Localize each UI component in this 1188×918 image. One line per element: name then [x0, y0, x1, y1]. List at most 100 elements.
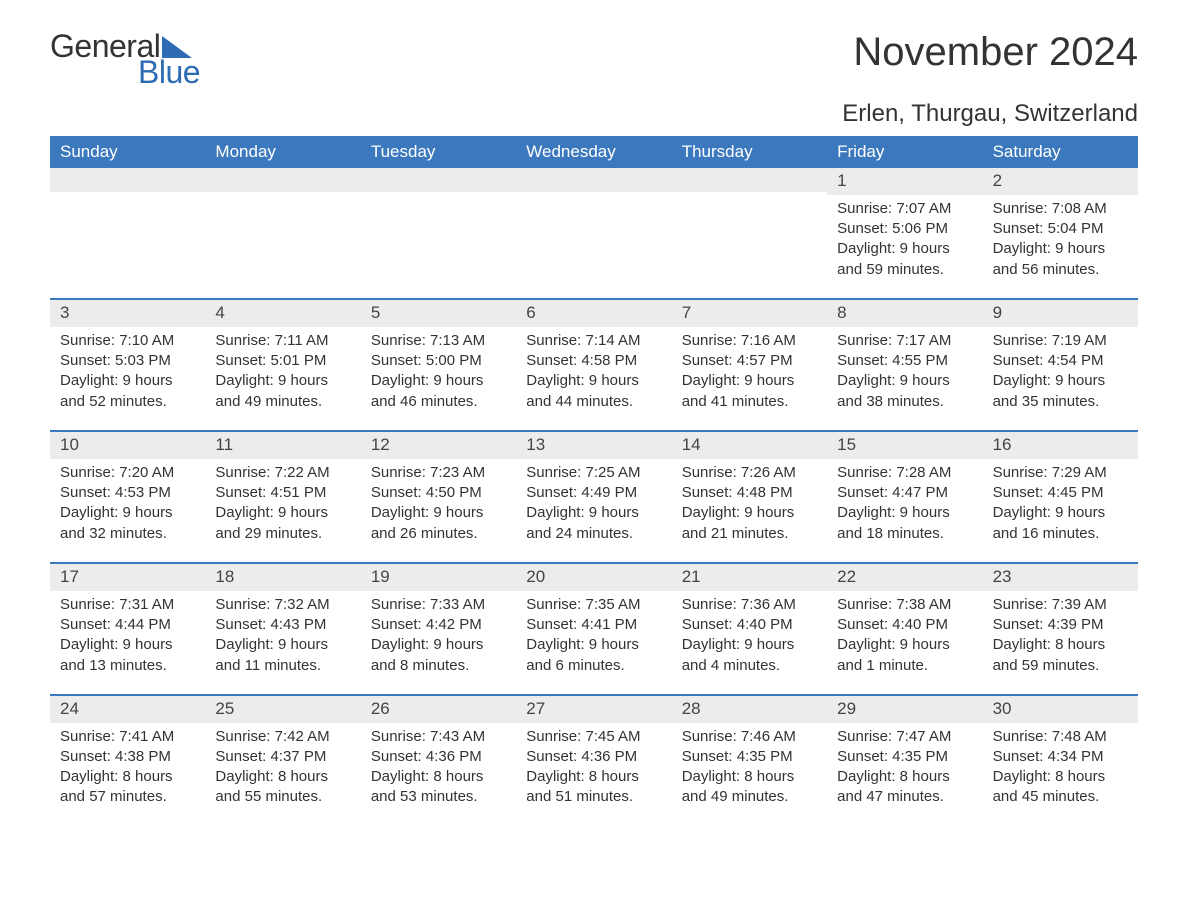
day-cell: 30Sunrise: 7:48 AMSunset: 4:34 PMDayligh… — [983, 696, 1138, 826]
sunrise-text: Sunrise: 7:41 AM — [60, 727, 195, 747]
location-text: Erlen, Thurgau, Switzerland — [50, 100, 1138, 128]
daylight-text: Daylight: 9 hours and 21 minutes. — [682, 503, 817, 544]
day-cell — [361, 168, 516, 298]
day-number: 7 — [672, 300, 827, 327]
day-cell: 26Sunrise: 7:43 AMSunset: 4:36 PMDayligh… — [361, 696, 516, 826]
day-cell: 22Sunrise: 7:38 AMSunset: 4:40 PMDayligh… — [827, 564, 982, 694]
day-cell: 15Sunrise: 7:28 AMSunset: 4:47 PMDayligh… — [827, 432, 982, 562]
day-number: 18 — [205, 564, 360, 591]
week-row: 1Sunrise: 7:07 AMSunset: 5:06 PMDaylight… — [50, 168, 1138, 298]
day-number: 15 — [827, 432, 982, 459]
day-number: 21 — [672, 564, 827, 591]
sunset-text: Sunset: 4:42 PM — [371, 615, 506, 635]
sunset-text: Sunset: 4:38 PM — [60, 747, 195, 767]
daylight-text: Daylight: 9 hours and 41 minutes. — [682, 371, 817, 412]
daylight-text: Daylight: 9 hours and 6 minutes. — [526, 635, 661, 676]
sunrise-text: Sunrise: 7:46 AM — [682, 727, 817, 747]
daylight-text: Daylight: 8 hours and 47 minutes. — [837, 767, 972, 808]
sunset-text: Sunset: 5:03 PM — [60, 351, 195, 371]
day-number — [205, 168, 360, 192]
daylight-text: Daylight: 8 hours and 45 minutes. — [993, 767, 1128, 808]
sunrise-text: Sunrise: 7:16 AM — [682, 331, 817, 351]
sunrise-text: Sunrise: 7:28 AM — [837, 463, 972, 483]
sunrise-text: Sunrise: 7:20 AM — [60, 463, 195, 483]
day-number: 8 — [827, 300, 982, 327]
sunset-text: Sunset: 4:35 PM — [837, 747, 972, 767]
sunset-text: Sunset: 4:44 PM — [60, 615, 195, 635]
week-row: 10Sunrise: 7:20 AMSunset: 4:53 PMDayligh… — [50, 430, 1138, 562]
day-number: 22 — [827, 564, 982, 591]
sunset-text: Sunset: 4:43 PM — [215, 615, 350, 635]
day-number — [516, 168, 671, 192]
daylight-text: Daylight: 9 hours and 35 minutes. — [993, 371, 1128, 412]
week-row: 3Sunrise: 7:10 AMSunset: 5:03 PMDaylight… — [50, 298, 1138, 430]
day-number: 5 — [361, 300, 516, 327]
sunrise-text: Sunrise: 7:31 AM — [60, 595, 195, 615]
sunset-text: Sunset: 4:58 PM — [526, 351, 661, 371]
daylight-text: Daylight: 8 hours and 59 minutes. — [993, 635, 1128, 676]
daylight-text: Daylight: 9 hours and 1 minute. — [837, 635, 972, 676]
day-cell: 27Sunrise: 7:45 AMSunset: 4:36 PMDayligh… — [516, 696, 671, 826]
daylight-text: Daylight: 8 hours and 49 minutes. — [682, 767, 817, 808]
daylight-text: Daylight: 9 hours and 13 minutes. — [60, 635, 195, 676]
sunrise-text: Sunrise: 7:22 AM — [215, 463, 350, 483]
day-header-cell: Wednesday — [516, 136, 671, 168]
day-number: 4 — [205, 300, 360, 327]
day-number: 28 — [672, 696, 827, 723]
day-number: 14 — [672, 432, 827, 459]
sunrise-text: Sunrise: 7:23 AM — [371, 463, 506, 483]
day-cell: 24Sunrise: 7:41 AMSunset: 4:38 PMDayligh… — [50, 696, 205, 826]
day-cell: 9Sunrise: 7:19 AMSunset: 4:54 PMDaylight… — [983, 300, 1138, 430]
sunset-text: Sunset: 4:34 PM — [993, 747, 1128, 767]
sunset-text: Sunset: 4:54 PM — [993, 351, 1128, 371]
day-number: 6 — [516, 300, 671, 327]
day-number: 17 — [50, 564, 205, 591]
sunrise-text: Sunrise: 7:26 AM — [682, 463, 817, 483]
daylight-text: Daylight: 9 hours and 26 minutes. — [371, 503, 506, 544]
day-number: 25 — [205, 696, 360, 723]
sunset-text: Sunset: 4:53 PM — [60, 483, 195, 503]
sunrise-text: Sunrise: 7:36 AM — [682, 595, 817, 615]
day-cell — [672, 168, 827, 298]
sunset-text: Sunset: 4:49 PM — [526, 483, 661, 503]
day-cell — [205, 168, 360, 298]
sunset-text: Sunset: 4:40 PM — [682, 615, 817, 635]
day-header-cell: Saturday — [983, 136, 1138, 168]
day-cell — [50, 168, 205, 298]
day-number: 20 — [516, 564, 671, 591]
sunset-text: Sunset: 4:40 PM — [837, 615, 972, 635]
sunrise-text: Sunrise: 7:10 AM — [60, 331, 195, 351]
day-cell: 1Sunrise: 7:07 AMSunset: 5:06 PMDaylight… — [827, 168, 982, 298]
day-number — [50, 168, 205, 192]
day-number: 19 — [361, 564, 516, 591]
weeks-container: 1Sunrise: 7:07 AMSunset: 5:06 PMDaylight… — [50, 168, 1138, 826]
daylight-text: Daylight: 8 hours and 55 minutes. — [215, 767, 350, 808]
daylight-text: Daylight: 9 hours and 8 minutes. — [371, 635, 506, 676]
month-title: November 2024 — [853, 30, 1138, 75]
day-number: 2 — [983, 168, 1138, 195]
daylight-text: Daylight: 9 hours and 32 minutes. — [60, 503, 195, 544]
day-cell: 12Sunrise: 7:23 AMSunset: 4:50 PMDayligh… — [361, 432, 516, 562]
day-cell: 17 Sunrise: 7:31 AMSunset: 4:44 PMDayligh… — [50, 564, 205, 694]
day-cell: 23Sunrise: 7:39 AMSunset: 4:39 PMDayligh… — [983, 564, 1138, 694]
day-header-cell: Thursday — [672, 136, 827, 168]
sunset-text: Sunset: 4:36 PM — [526, 747, 661, 767]
sunset-text: Sunset: 4:37 PM — [215, 747, 350, 767]
sunrise-text: Sunrise: 7:42 AM — [215, 727, 350, 747]
week-row: 17Sunrise: 7:31 AMSunset: 4:44 PMDayligh… — [50, 562, 1138, 694]
sunset-text: Sunset: 4:41 PM — [526, 615, 661, 635]
day-cell: 18Sunrise: 7:32 AMSunset: 4:43 PMDayligh… — [205, 564, 360, 694]
sunset-text: Sunset: 4:47 PM — [837, 483, 972, 503]
day-cell: 8Sunrise: 7:17 AMSunset: 4:55 PMDaylight… — [827, 300, 982, 430]
sunrise-text: Sunrise: 7:47 AM — [837, 727, 972, 747]
sunset-text: Sunset: 4:50 PM — [371, 483, 506, 503]
sunset-text: Sunset: 5:06 PM — [837, 219, 972, 239]
sunset-text: Sunset: 4:55 PM — [837, 351, 972, 371]
sunrise-text: Sunrise: 7:08 AM — [993, 199, 1128, 219]
day-header-row: SundayMondayTuesdayWednesdayThursdayFrid… — [50, 136, 1138, 168]
sunrise-text: Sunrise: 7:25 AM — [526, 463, 661, 483]
sunset-text: Sunset: 5:04 PM — [993, 219, 1128, 239]
daylight-text: Daylight: 9 hours and 59 minutes. — [837, 239, 972, 280]
calendar: SundayMondayTuesdayWednesdayThursdayFrid… — [50, 136, 1138, 826]
day-number: 1 — [827, 168, 982, 195]
